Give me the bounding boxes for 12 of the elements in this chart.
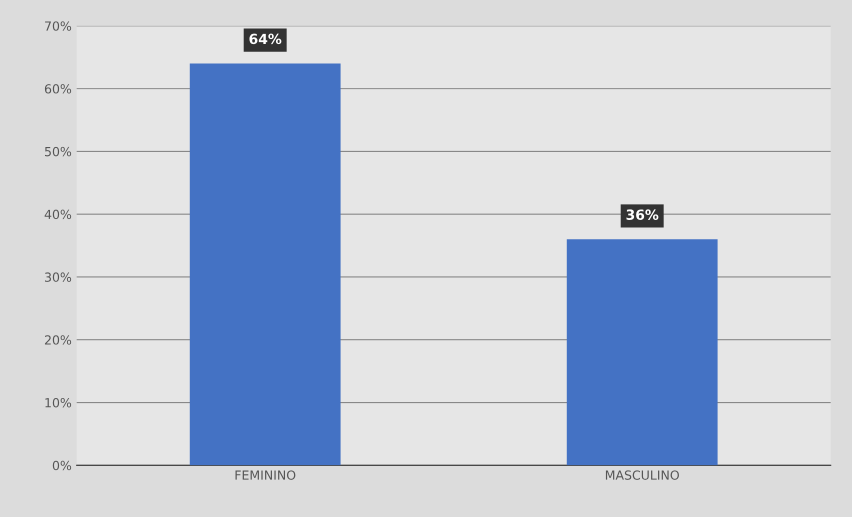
y-tick-label: 50% xyxy=(45,146,72,156)
data-label: 64% xyxy=(249,34,282,44)
y-tick-label: 20% xyxy=(44,335,72,345)
x-tick-label: FEMININO xyxy=(236,470,296,480)
y-tick-label: 30% xyxy=(44,272,72,282)
y-tick-label: 0% xyxy=(52,460,72,470)
y-tick-label: 40% xyxy=(44,210,72,220)
y-tick-label: 10% xyxy=(45,398,72,408)
x-tick-label: MASCULINO xyxy=(606,470,679,480)
y-tick-label: 70% xyxy=(45,21,72,31)
data-label: 36% xyxy=(626,209,658,220)
y-tick-label: 60% xyxy=(44,84,72,94)
